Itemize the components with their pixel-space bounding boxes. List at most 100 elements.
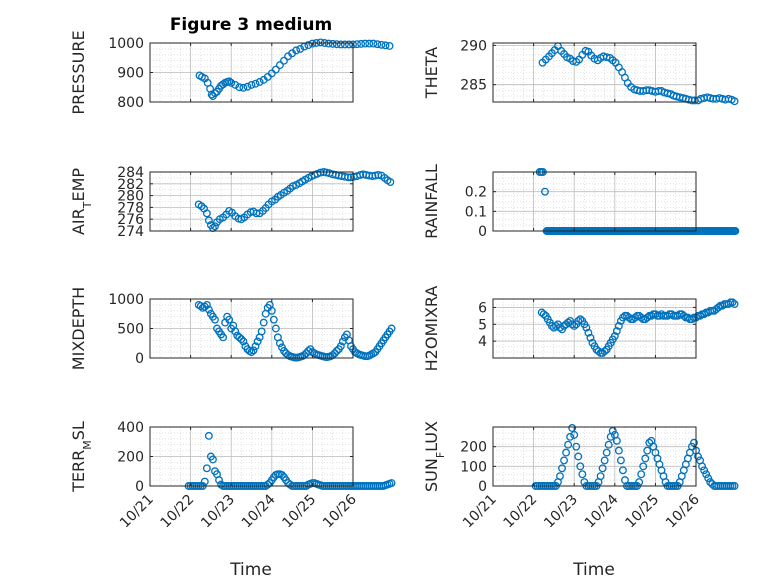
y-tick-label: 278 bbox=[117, 200, 144, 216]
data-point bbox=[332, 40, 341, 49]
data-point bbox=[296, 44, 305, 53]
data-point bbox=[204, 305, 213, 314]
data-point bbox=[576, 315, 585, 324]
data-point bbox=[202, 464, 211, 473]
data-point bbox=[197, 202, 206, 211]
data-point bbox=[600, 347, 609, 356]
data-point bbox=[373, 40, 382, 49]
y-tick-label: 274 bbox=[117, 224, 144, 240]
data-point bbox=[616, 456, 625, 465]
data-point bbox=[259, 318, 268, 327]
y-tick-label: 280 bbox=[117, 189, 144, 205]
data-point bbox=[308, 39, 317, 48]
data-point bbox=[200, 477, 209, 486]
x-tick-label: 10/22 bbox=[158, 492, 198, 532]
y-tick-label: 1000 bbox=[108, 292, 144, 308]
data-point bbox=[730, 97, 739, 106]
x-tick-label: 10/21 bbox=[460, 492, 500, 532]
data-point bbox=[602, 53, 611, 62]
y-tick-label: 400 bbox=[117, 420, 144, 436]
data-point bbox=[344, 40, 353, 49]
data-point bbox=[231, 327, 240, 336]
axes-box bbox=[492, 42, 697, 103]
panel-1: 800 900 1000 PRESSURE bbox=[69, 30, 394, 115]
y-axis-label: H2OMIXRA bbox=[422, 286, 441, 372]
y-tick-label: 1000 bbox=[108, 36, 144, 52]
data-point bbox=[219, 333, 228, 342]
data-point bbox=[551, 322, 560, 330]
y-tick-label: 284 bbox=[117, 165, 144, 181]
x-tick-label: 10/24 bbox=[582, 491, 622, 531]
data-point bbox=[204, 431, 213, 440]
data-point bbox=[679, 311, 688, 320]
data-point bbox=[369, 39, 378, 48]
data-point bbox=[275, 339, 284, 348]
data-point bbox=[730, 482, 739, 490]
data-point bbox=[251, 342, 260, 351]
data-point bbox=[608, 426, 617, 435]
data-point bbox=[263, 480, 272, 489]
y-tick-label: 800 bbox=[117, 95, 144, 111]
data-point bbox=[582, 323, 591, 332]
data-point bbox=[239, 337, 248, 346]
data-point bbox=[235, 333, 244, 342]
data-point bbox=[269, 315, 278, 324]
data-point bbox=[635, 478, 644, 487]
data-point bbox=[243, 82, 252, 91]
data-point bbox=[687, 315, 696, 324]
x-tick-label: 10/25 bbox=[622, 492, 662, 532]
data-point bbox=[596, 472, 605, 481]
data-point bbox=[578, 470, 587, 479]
data-point bbox=[292, 46, 301, 55]
data-point bbox=[247, 80, 256, 89]
data-point bbox=[280, 346, 288, 355]
data-point bbox=[610, 332, 619, 341]
data-point bbox=[253, 337, 262, 346]
y-tick-label: 282 bbox=[117, 177, 144, 193]
panel-5: 0 500 1000 MIXDEPTH bbox=[69, 287, 396, 370]
data-point bbox=[572, 442, 581, 451]
data-point bbox=[386, 178, 395, 186]
data-point bbox=[643, 446, 652, 455]
data-point bbox=[566, 432, 575, 441]
data-point bbox=[564, 318, 573, 327]
data-point bbox=[316, 38, 325, 47]
data-point bbox=[353, 40, 362, 49]
axes-box bbox=[492, 298, 697, 359]
y-tick-label: 0 bbox=[135, 479, 144, 495]
data-point bbox=[357, 39, 366, 48]
y-tick-label: 0.1 bbox=[465, 204, 487, 220]
data-point bbox=[278, 470, 286, 479]
data-point bbox=[204, 216, 213, 225]
y-tick-label: 0 bbox=[478, 479, 487, 495]
data-point bbox=[374, 170, 383, 179]
y-tick-label: 200 bbox=[460, 440, 487, 456]
axes-box bbox=[149, 171, 354, 232]
x-tick-label: 10/21 bbox=[117, 492, 157, 532]
data-point bbox=[227, 78, 236, 87]
data-point bbox=[225, 77, 234, 86]
data-point bbox=[381, 41, 390, 50]
data-point bbox=[602, 448, 611, 457]
panel-8: 0 100 200 10/21 10/22 10/23 10/24 10/25 10/26 SUN… bbox=[422, 421, 739, 532]
data-point bbox=[387, 479, 396, 487]
data-point bbox=[637, 470, 646, 479]
data-point bbox=[219, 80, 228, 89]
x-tick-label: 10/23 bbox=[541, 492, 581, 532]
data-point bbox=[562, 448, 571, 457]
data-point bbox=[247, 348, 256, 357]
axes-box bbox=[492, 171, 697, 232]
y-tick-label: 900 bbox=[117, 66, 144, 82]
data-point bbox=[252, 209, 261, 218]
data-point bbox=[580, 478, 589, 487]
data-point bbox=[257, 327, 266, 336]
data-point bbox=[328, 39, 337, 48]
data-point bbox=[645, 438, 654, 447]
data-point bbox=[387, 324, 396, 333]
data-point bbox=[574, 316, 583, 325]
data-point bbox=[541, 187, 549, 196]
y-axis-label: PRESSURE bbox=[69, 30, 88, 114]
data-point bbox=[377, 40, 386, 49]
x-tick-label: 10/22 bbox=[501, 492, 541, 532]
data-point bbox=[324, 39, 333, 48]
